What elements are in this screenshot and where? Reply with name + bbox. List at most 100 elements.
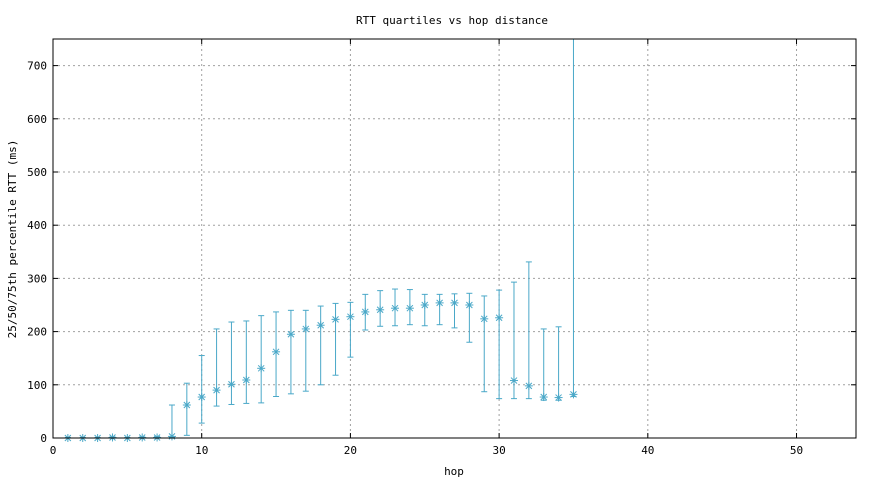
errorbar xyxy=(570,39,577,398)
star-stroke xyxy=(540,393,548,401)
y-tick-label: 700 xyxy=(27,60,47,73)
median-point xyxy=(509,376,518,385)
plot-frame xyxy=(52,38,857,439)
star-stroke xyxy=(480,315,488,323)
tick-label-layer: 0 100 200 300 400 500 600 700 0 10 20 30 40 50 xyxy=(27,60,803,457)
errorbar xyxy=(258,315,265,404)
star-stroke xyxy=(257,364,265,372)
median-point xyxy=(420,301,429,309)
median-point xyxy=(301,324,310,333)
y-tick-label: 500 xyxy=(27,166,47,179)
star-stroke xyxy=(406,304,414,312)
median-point xyxy=(524,381,533,390)
median-point xyxy=(480,314,489,323)
errorbar xyxy=(525,261,532,400)
x-tick-label: 0 xyxy=(50,444,57,457)
star-stroke xyxy=(242,376,250,384)
errorbar xyxy=(243,320,250,404)
median-point xyxy=(331,315,340,324)
star-stroke xyxy=(421,301,429,309)
errorbar xyxy=(466,292,473,343)
tick-layer xyxy=(52,39,856,439)
y-tick-label: 300 xyxy=(27,272,47,285)
errorbar xyxy=(496,289,503,400)
errorbar xyxy=(228,321,235,405)
star-stroke xyxy=(376,306,384,314)
star-stroke xyxy=(332,316,339,323)
star-stroke xyxy=(466,301,473,309)
errorbar xyxy=(421,293,428,327)
errorbar xyxy=(481,295,488,393)
grid-layer xyxy=(53,39,856,438)
median-point xyxy=(450,298,459,307)
chart-title: RTT quartiles vs hop distance xyxy=(356,14,548,27)
median-point xyxy=(465,301,474,309)
star-stroke xyxy=(391,304,399,312)
median-point xyxy=(316,321,325,330)
errorbar xyxy=(317,305,324,386)
star-stroke xyxy=(183,401,191,409)
errorbar xyxy=(540,328,547,401)
median-point xyxy=(227,380,236,389)
median-point xyxy=(257,364,266,373)
x-axis-label: hop xyxy=(444,465,464,478)
errorbar xyxy=(332,302,339,376)
median-point xyxy=(272,347,281,356)
star-stroke xyxy=(198,393,206,401)
star-stroke xyxy=(302,325,310,333)
star-stroke xyxy=(525,382,533,390)
median-point xyxy=(391,304,400,313)
star-stroke xyxy=(570,391,577,398)
star-stroke xyxy=(228,380,235,388)
y-tick-label: 0 xyxy=(40,432,47,445)
y-tick-label: 100 xyxy=(27,379,47,392)
median-point xyxy=(435,298,444,307)
star-stroke xyxy=(317,321,325,329)
x-tick-label: 30 xyxy=(492,444,505,457)
median-point xyxy=(108,433,117,442)
y-axis-label: 25/50/75th percentile RTT (ms) xyxy=(6,140,19,339)
x-tick-label: 50 xyxy=(790,444,803,457)
errorbar xyxy=(183,382,190,436)
star-stroke xyxy=(287,330,295,338)
median-point xyxy=(495,313,504,322)
star-stroke xyxy=(555,394,562,401)
median-point xyxy=(539,393,548,402)
median-point xyxy=(405,304,414,313)
median-point xyxy=(569,390,578,399)
x-tick-label: 10 xyxy=(195,444,208,457)
x-tick-label: 40 xyxy=(641,444,654,457)
errorbar xyxy=(347,301,354,358)
median-point xyxy=(554,393,563,402)
star-stroke xyxy=(138,434,146,441)
median-point xyxy=(182,401,191,410)
star-stroke xyxy=(347,313,354,321)
errorbar-layer xyxy=(64,39,577,439)
star-stroke xyxy=(361,308,369,316)
y-tick-label: 400 xyxy=(27,219,47,232)
median-point xyxy=(167,432,176,441)
errorbar xyxy=(302,309,309,392)
median-point xyxy=(153,433,162,442)
y-tick-label: 200 xyxy=(27,326,47,339)
star-stroke xyxy=(153,434,161,441)
errorbar xyxy=(198,355,205,424)
star-stroke xyxy=(436,299,443,307)
median-point xyxy=(197,393,206,402)
median-point xyxy=(212,386,221,395)
median-point xyxy=(346,312,355,321)
median-point xyxy=(361,307,370,316)
star-stroke xyxy=(109,434,116,441)
star-stroke xyxy=(510,377,518,384)
median-point xyxy=(242,376,251,385)
star-stroke xyxy=(451,299,458,307)
errorbar xyxy=(555,326,562,401)
median-point xyxy=(138,433,147,442)
y-tick-label: 600 xyxy=(27,113,47,126)
star-stroke xyxy=(213,386,220,394)
errorbar xyxy=(213,328,220,407)
median-point xyxy=(286,330,295,339)
median-point xyxy=(376,305,385,314)
star-stroke xyxy=(495,314,503,322)
